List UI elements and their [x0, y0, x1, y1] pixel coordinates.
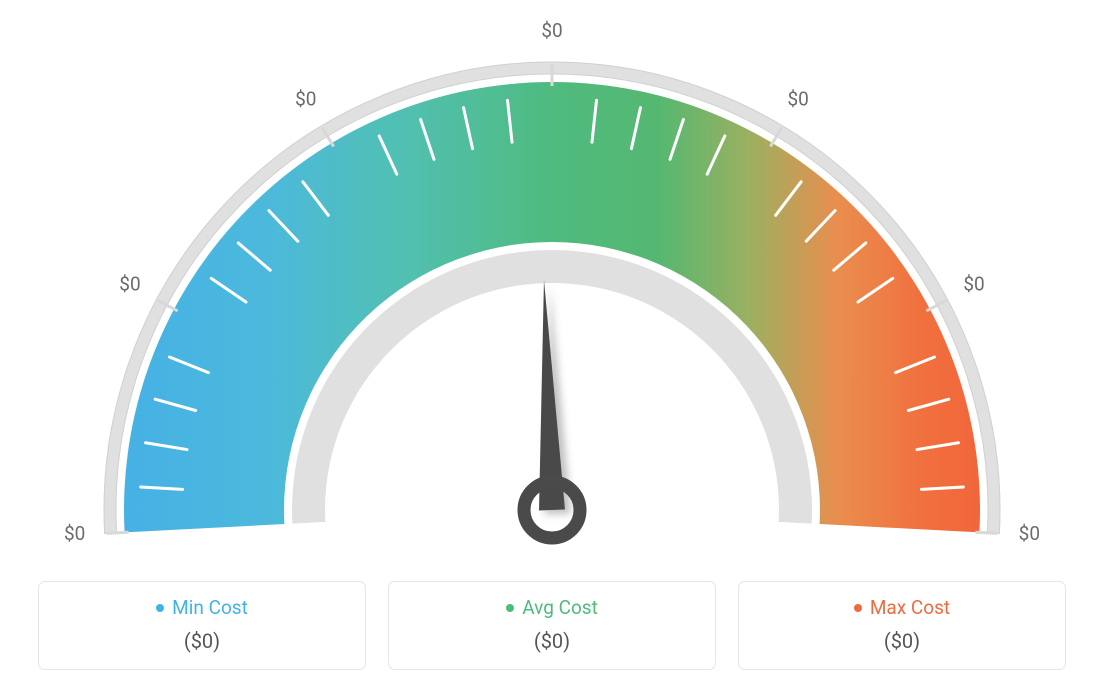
gauge-tick-major	[107, 532, 129, 533]
gauge-svg: $0 $0 $0 $0 $0 $0 $0	[22, 10, 1082, 565]
legend-label-min: Min Cost	[172, 596, 248, 619]
gauge-tick-major	[975, 532, 997, 533]
gauge-chart: $0 $0 $0 $0 $0 $0 $0	[0, 0, 1104, 560]
legend-label-max: Max Cost	[870, 596, 950, 619]
legend-label-avg: Avg Cost	[522, 596, 598, 619]
legend-card-min: Min Cost ($0)	[38, 581, 366, 670]
legend-label-row: Max Cost	[749, 596, 1055, 619]
legend-row: Min Cost ($0) Avg Cost ($0) Max Cost ($0…	[38, 581, 1066, 670]
legend-value-min: ($0)	[49, 629, 355, 653]
gauge-scale-label: $0	[1019, 522, 1040, 545]
legend-dot-max	[854, 604, 862, 612]
gauge-scale-label: $0	[64, 522, 85, 545]
legend-label-row: Min Cost	[49, 596, 355, 619]
legend-card-avg: Avg Cost ($0)	[388, 581, 716, 670]
gauge-scale-label: $0	[541, 19, 562, 42]
legend-value-max: ($0)	[749, 629, 1055, 653]
legend-value-avg: ($0)	[399, 629, 705, 653]
legend-label-row: Avg Cost	[399, 596, 705, 619]
legend-card-max: Max Cost ($0)	[738, 581, 1066, 670]
gauge-scale-label: $0	[295, 87, 316, 110]
gauge-scale-label: $0	[119, 273, 140, 296]
legend-dot-avg	[506, 604, 514, 612]
gauge-scale-label: $0	[788, 87, 809, 110]
gauge-scale-label: $0	[963, 273, 984, 296]
legend-dot-min	[156, 604, 164, 612]
